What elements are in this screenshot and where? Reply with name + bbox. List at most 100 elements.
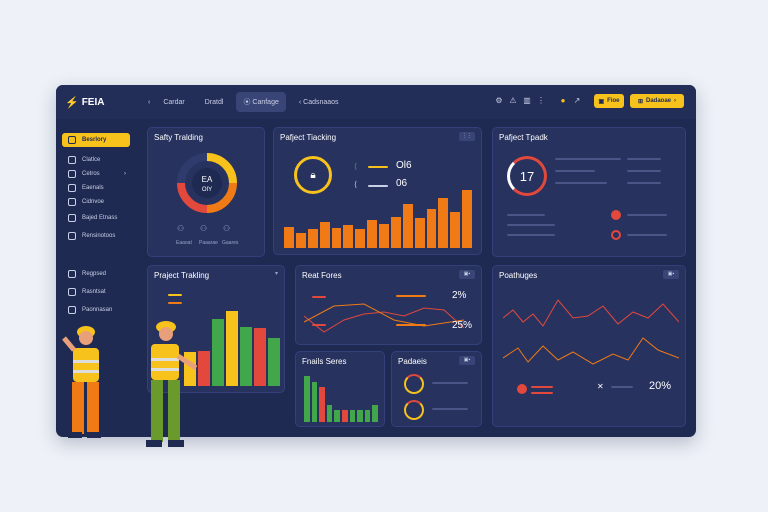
sidebar-item-5[interactable]: Bajed Etnass [62, 211, 130, 225]
nav-item-cadsnaaos-label: Cadsnaaos [303, 98, 339, 106]
collapse-icon: ⟨ [354, 180, 358, 189]
back-button[interactable]: ‹ [148, 98, 151, 106]
primary-button[interactable]: ▣ Fioe [594, 94, 624, 108]
legend-line [168, 294, 182, 296]
safety-card: Safty Tralding EA OIY ⚇ ⚇ ⚇ Eaaoat Paaar… [147, 127, 265, 257]
card-menu-icon[interactable]: ▾ [274, 271, 278, 277]
chart-bar [343, 224, 354, 248]
chart-bar [334, 410, 340, 422]
list-line [627, 182, 661, 184]
chart-bar [295, 232, 306, 248]
share-icon[interactable]: ↗ [573, 96, 581, 105]
sidebar-item-7[interactable]: Regpsed [62, 267, 130, 281]
chart-bar [319, 387, 325, 422]
sidebar-item-6[interactable]: Rensinotoos [62, 229, 130, 243]
safety-gauge: EA OIY [177, 153, 237, 213]
card-title: Safty Tralding [154, 133, 203, 142]
sidebar-item-label: Besrlory [82, 137, 107, 143]
notification-icon[interactable]: ● [560, 96, 566, 105]
nav-item-canfage[interactable]: ⦿ Canfage [236, 92, 286, 112]
gauge-17: 17 [507, 156, 547, 196]
chevron-right-icon: › [124, 171, 126, 177]
real-forces-card: Reat Fores ▣▪ 2% 25% [295, 265, 482, 345]
nav-item-dratdl[interactable]: Dratdl [204, 98, 224, 106]
real-forces-line-chart [304, 303, 465, 333]
chart-bar [331, 227, 342, 248]
secondary-button[interactable]: ⊞ Dadaoae › [630, 94, 684, 108]
sidebar-item-8[interactable]: Rasntsat [62, 285, 130, 299]
list-line [432, 382, 468, 384]
sidebar-item-label: Rasntsat [82, 289, 106, 295]
chart-bar [304, 375, 310, 422]
dashboard-window: ⚡ FEIA ‹ Cardar Dratdl ⦿ Canfage ‹ Cadsna… [56, 85, 696, 437]
sidebar-item-4[interactable]: Cidnvoe [62, 195, 130, 209]
chart-bar [268, 338, 280, 386]
worker-illustration-right [146, 321, 198, 447]
chart-icon[interactable]: ▥ [523, 96, 531, 105]
safety-label: Gaares [222, 240, 239, 246]
card-menu-button[interactable]: ▣▪ [459, 270, 475, 279]
chart-bar [240, 327, 252, 386]
card-title: Fnails Seres [302, 357, 347, 366]
chart-bar [390, 217, 401, 248]
list-line [507, 234, 555, 236]
card-title: Reat Fores [302, 271, 342, 280]
sidebar-item-3[interactable]: Eaenals [62, 181, 130, 195]
sidebar-item-1[interactable]: Clatlce [62, 153, 130, 167]
sidebar-item-0[interactable]: Besrlory [62, 133, 130, 147]
chart-bar [226, 311, 238, 386]
progress-line [368, 166, 388, 168]
chart-bar [342, 410, 348, 422]
sidebar-item-2[interactable]: Cetros › [62, 167, 130, 181]
list-line [611, 386, 633, 388]
chart-bar [212, 318, 224, 386]
chart-bar [307, 229, 318, 248]
list-line [627, 170, 661, 172]
lock-icon: 🔒︎ [294, 156, 332, 194]
project-track-card: Pafject Tpadk 17 [492, 127, 686, 257]
card-menu-button[interactable]: ▣▪ [459, 356, 475, 365]
list-line [627, 234, 667, 236]
vest-icon: ⚇ [223, 224, 231, 233]
row-value: 06 [396, 178, 408, 189]
menu-icon[interactable]: ⋮ [537, 96, 545, 105]
card-menu-button[interactable]: ▣▪ [663, 270, 679, 279]
status-dot [517, 384, 527, 394]
sidebar-item-label: Paonnasan [82, 307, 113, 313]
chart-bar [198, 350, 210, 386]
weather-card: Poathuges ▣▪ ✕ 20% [492, 265, 686, 427]
sidebar-item-label: Rensinotoos [82, 233, 116, 239]
topbar: ⚡ FEIA ‹ Cardar Dratdl ⦿ Canfage ‹ Cadsna… [56, 85, 696, 119]
nav-item-cadsnaaos[interactable]: ‹ Cadsnaaos [298, 98, 339, 106]
settings-icon[interactable]: ⚙ [495, 96, 503, 105]
nav-item-cardar[interactable]: Cardar [163, 98, 185, 106]
field-series-card: Fnails Seres [295, 351, 385, 427]
gauge-value: 17 [519, 168, 535, 184]
app-logo[interactable]: ⚡ FEIA [65, 96, 104, 109]
safety-label: Paaarae [199, 240, 218, 246]
multi-bar-chart [184, 306, 280, 386]
chart-bar [426, 209, 437, 248]
list-line [627, 214, 667, 216]
chart-bar [367, 219, 377, 248]
top-nav: ‹ Cardar Dratdl ⦿ Canfage ‹ Cadsnaaos [148, 92, 346, 112]
list-line [627, 158, 661, 160]
card-title: Praject Trakling [154, 271, 210, 280]
sidebar-item-icon [68, 184, 76, 192]
sidebar-item-9[interactable]: Paonnasan [62, 303, 130, 317]
list-line [507, 224, 555, 226]
list-line [555, 182, 607, 184]
chart-bar [462, 190, 472, 248]
list-line [555, 158, 621, 160]
progress-line [368, 185, 388, 187]
legend-line [531, 386, 553, 388]
list-line [555, 170, 595, 172]
tools-icon: ✕ [597, 382, 604, 391]
worker-illustration-left [62, 326, 101, 438]
sidebar-item-icon [68, 306, 76, 314]
sidebar-item-icon [68, 270, 76, 278]
gauge-center-text: EA [202, 175, 213, 184]
legend-line [168, 302, 182, 304]
alert-icon[interactable]: ⚠ [509, 96, 517, 105]
card-menu-button[interactable]: ⋮⋮ [459, 132, 475, 141]
